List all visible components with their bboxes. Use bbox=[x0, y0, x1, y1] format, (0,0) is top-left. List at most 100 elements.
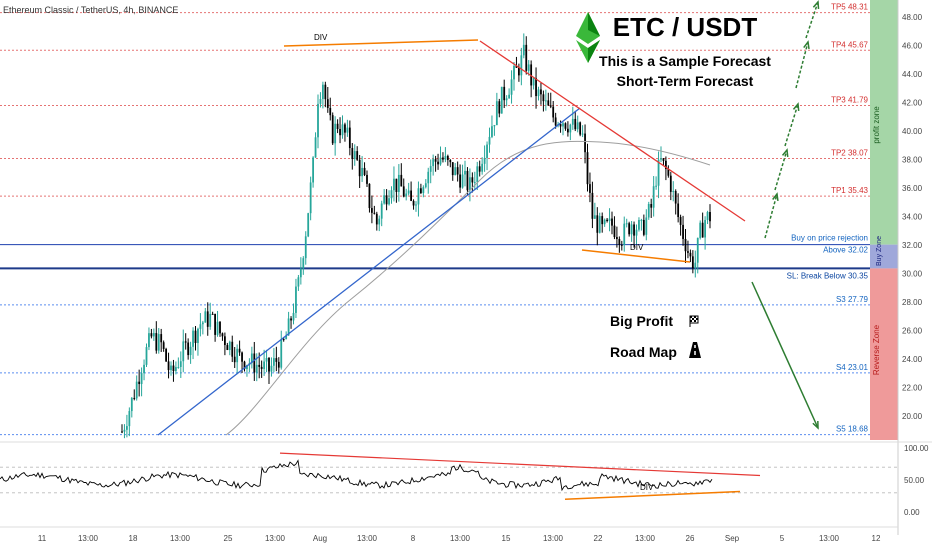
candle-body bbox=[402, 186, 405, 197]
profit-zone bbox=[870, 0, 898, 245]
forecast-arrowhead bbox=[812, 0, 820, 10]
checkered-flag-icon bbox=[689, 315, 699, 327]
candle-body bbox=[182, 341, 185, 362]
candle-body bbox=[319, 99, 322, 104]
candle-body bbox=[662, 158, 665, 161]
candle-body bbox=[412, 200, 415, 206]
candle-body bbox=[231, 341, 234, 357]
candle-body bbox=[579, 122, 582, 135]
candle-body bbox=[500, 86, 503, 114]
candle-body bbox=[304, 236, 307, 259]
candle-body bbox=[581, 133, 584, 135]
candle-body bbox=[481, 163, 484, 172]
candle-body bbox=[353, 151, 356, 160]
candle-body bbox=[669, 175, 672, 192]
candle-body bbox=[674, 191, 677, 204]
candle-body bbox=[677, 203, 680, 218]
candle-body bbox=[432, 159, 435, 167]
candle-body bbox=[285, 335, 288, 340]
candle-body bbox=[691, 256, 694, 269]
candle-body bbox=[505, 98, 508, 101]
candle-body bbox=[162, 342, 165, 349]
candle-body bbox=[488, 136, 491, 145]
candle-body bbox=[694, 262, 697, 269]
candle-body bbox=[375, 213, 378, 225]
uptrend-line bbox=[157, 107, 581, 436]
candle-body bbox=[192, 330, 194, 347]
price-tick: 38.00 bbox=[902, 155, 923, 164]
candle-body bbox=[128, 411, 131, 427]
candle-body bbox=[687, 251, 689, 253]
candle-body bbox=[442, 157, 444, 160]
rsi-tick: 50.00 bbox=[904, 476, 925, 485]
candle-body bbox=[586, 152, 589, 185]
candle-body bbox=[187, 342, 190, 356]
candle-body bbox=[236, 348, 239, 363]
symbol-title: Ethereum Classic / TetherUS, 4h, BINANCE bbox=[3, 5, 178, 15]
candle-body bbox=[275, 358, 278, 362]
candle-body bbox=[540, 89, 542, 95]
div-label-bottom: DIV bbox=[630, 243, 644, 252]
candle-body bbox=[439, 157, 442, 165]
candle-body bbox=[155, 333, 158, 351]
candle-body bbox=[329, 107, 332, 116]
candle-body bbox=[706, 212, 709, 220]
candle-body bbox=[562, 123, 564, 127]
candle-body bbox=[672, 191, 675, 193]
candle-body bbox=[613, 225, 616, 238]
candle-body bbox=[437, 161, 439, 165]
candle-body bbox=[652, 186, 655, 208]
candle-body bbox=[503, 86, 506, 101]
candle-body bbox=[434, 159, 437, 162]
time-tick: 18 bbox=[129, 534, 138, 543]
candle-body bbox=[554, 117, 557, 126]
candle-body bbox=[331, 115, 334, 144]
candle-body bbox=[233, 356, 236, 363]
candle-body bbox=[547, 100, 550, 106]
candle-body bbox=[508, 94, 510, 99]
banner-line-2: Short-Term Forecast bbox=[617, 73, 754, 89]
candle-body bbox=[532, 78, 535, 86]
candle-body bbox=[491, 126, 493, 137]
price-tick: 28.00 bbox=[902, 298, 923, 307]
candle-body bbox=[226, 345, 229, 351]
forecast-arrow bbox=[764, 193, 778, 239]
candle-body bbox=[552, 106, 555, 118]
price-tick: 36.00 bbox=[902, 184, 923, 193]
price-tick: 20.00 bbox=[902, 412, 923, 421]
candle-body bbox=[135, 381, 138, 399]
candle-body bbox=[133, 397, 136, 399]
candle-body bbox=[628, 223, 631, 235]
candle-body bbox=[623, 223, 626, 246]
candle-body bbox=[204, 311, 207, 323]
candle-body bbox=[464, 170, 466, 175]
candle-body bbox=[650, 204, 653, 208]
candle-body bbox=[344, 124, 346, 133]
candle-body bbox=[397, 174, 400, 192]
time-tick: 5 bbox=[780, 534, 785, 543]
candle-body bbox=[525, 44, 528, 71]
candle-body bbox=[307, 213, 310, 237]
div-line-top bbox=[283, 39, 479, 47]
candle-body bbox=[576, 122, 579, 130]
candle-body bbox=[598, 216, 601, 233]
candle-body bbox=[314, 137, 317, 158]
price-tick: 46.00 bbox=[902, 42, 923, 51]
candle-body bbox=[407, 190, 410, 194]
candle-body bbox=[336, 123, 339, 129]
candle-body bbox=[273, 358, 275, 366]
level-label: S5 18.68 bbox=[836, 425, 869, 434]
candle-body bbox=[603, 219, 606, 225]
time-tick: 15 bbox=[502, 534, 511, 543]
candle-body bbox=[422, 187, 425, 194]
candle-body bbox=[630, 224, 633, 235]
candle-body bbox=[571, 118, 574, 125]
candle-body bbox=[427, 171, 430, 184]
candle-body bbox=[682, 224, 684, 239]
candle-body bbox=[701, 222, 704, 238]
candle-body bbox=[709, 212, 711, 222]
price-tick: 24.00 bbox=[902, 355, 923, 364]
candle-body bbox=[466, 170, 469, 191]
reverse-zone bbox=[870, 268, 898, 440]
